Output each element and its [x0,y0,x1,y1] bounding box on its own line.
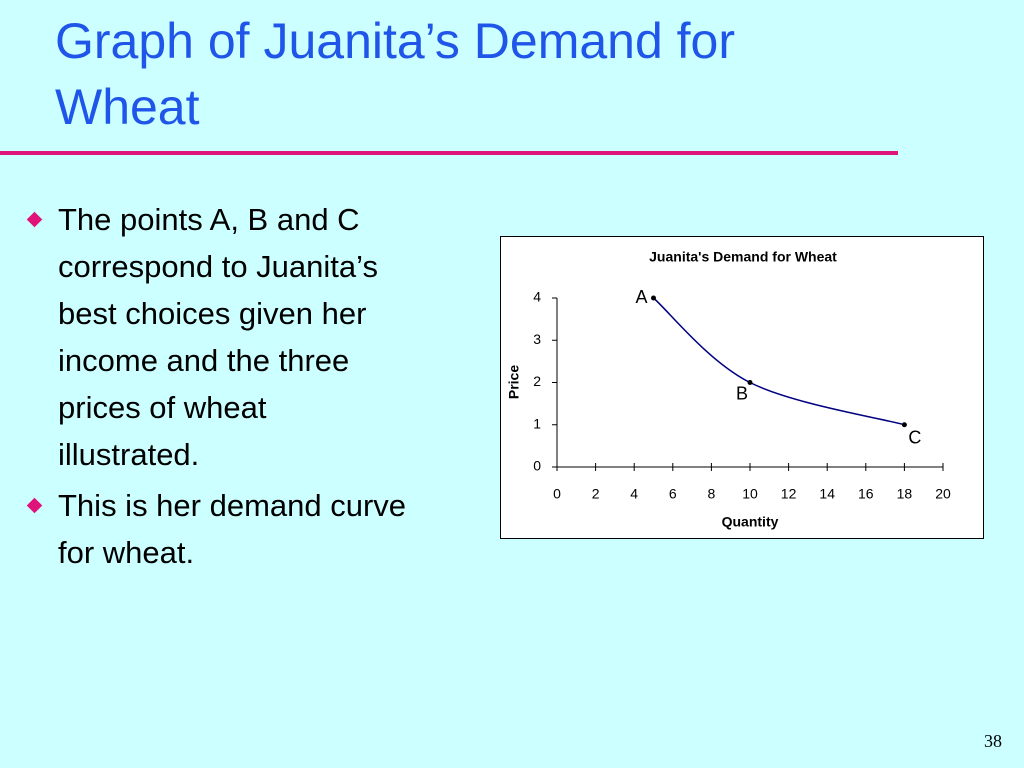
bullet-list: The points A, B and C correspond to Juan… [26,196,416,580]
bullet: The points A, B and C correspond to Juan… [26,196,416,478]
x-tick-label: 12 [781,486,797,502]
point [901,422,907,428]
x-tick-label: 6 [669,486,677,502]
x-tick-label: 4 [630,486,638,502]
chart-frame [500,236,984,539]
page-number: 38 [984,731,1002,751]
y-tick-label: 1 [533,415,541,431]
x-tick-label: 18 [897,486,913,502]
x-tick-label: 2 [592,486,600,502]
chart-title: Juanita's Demand for Wheat [649,249,837,265]
title-rule [0,151,898,155]
x-tick-label: 14 [819,486,835,502]
point-label: C [908,428,921,448]
x-tick-label: 8 [708,486,716,502]
bullet: This is her demand curve for wheat. [26,482,416,576]
y-tick-label: 0 [533,458,541,474]
point [651,295,656,301]
x-tick-label: 0 [553,486,561,502]
point-label: B [736,383,748,403]
point-label: A [636,287,648,307]
x-tick-label: 10 [742,486,758,502]
chart: Juanita's Demand for Wheat Quantity Pric… [500,236,984,539]
x-axis-label: Quantity [722,514,779,530]
point [747,380,753,385]
y-tick-label: 3 [533,331,541,347]
y-axis-label: Price [506,365,522,399]
x-tick-label: 16 [858,486,874,502]
y-tick-label: 4 [533,289,541,305]
slide-title: Graph of Juanita’s Demand for Wheat [55,13,736,135]
y-tick-label: 2 [533,373,541,389]
x-tick-label: 20 [935,486,951,502]
